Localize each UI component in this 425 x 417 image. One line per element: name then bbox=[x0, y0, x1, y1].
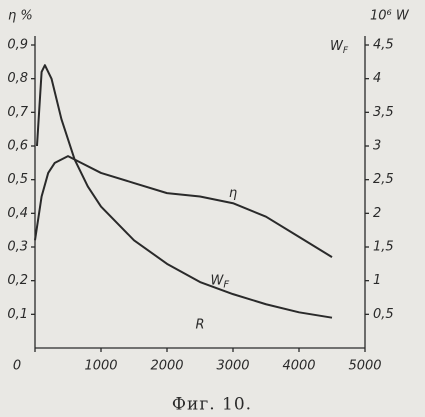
y2-tick-label: 4,5 bbox=[373, 38, 394, 53]
curve bbox=[35, 64, 333, 319]
y-tick-label: 0,2 bbox=[7, 273, 28, 288]
curve-label: R bbox=[195, 317, 204, 332]
curve-label: WF bbox=[210, 273, 229, 291]
y-tick-label: 0,3 bbox=[7, 240, 28, 255]
y-tick-label: 0,6 bbox=[7, 139, 28, 154]
x-tick-label: 4000 bbox=[282, 359, 315, 374]
x-tick-label: 0 bbox=[13, 359, 21, 374]
curve bbox=[34, 155, 333, 258]
curve-label: η bbox=[229, 186, 237, 201]
y-tick-label: 0,7 bbox=[7, 105, 28, 120]
y2-tick-label: 1 bbox=[373, 273, 381, 288]
label-main: η bbox=[229, 186, 237, 201]
x-tick-label: 2000 bbox=[150, 359, 183, 374]
y2-tick-label: 0,5 bbox=[373, 307, 394, 322]
label-main: W bbox=[330, 39, 344, 54]
label-main: W bbox=[210, 273, 224, 288]
y2-tick-label: 1,5 bbox=[373, 240, 394, 255]
y2-tick-label: 4 bbox=[373, 71, 381, 86]
label-main: R bbox=[195, 317, 204, 332]
y2-axis-title: 10⁶ W bbox=[370, 9, 410, 24]
label-sub: F bbox=[223, 280, 229, 291]
caption: Фиг. 10. bbox=[172, 395, 252, 415]
y2-tick-label: 3,5 bbox=[373, 105, 394, 120]
y-tick-label: 0,4 bbox=[7, 206, 28, 221]
y2-tick-label: 2 bbox=[373, 206, 381, 221]
x-tick-label: 5000 bbox=[348, 359, 381, 374]
y2-series-label: WF bbox=[330, 39, 349, 56]
label-sub: F bbox=[343, 46, 349, 56]
y-axis-title: η % bbox=[8, 9, 33, 24]
y-tick-label: 0,8 bbox=[7, 71, 28, 86]
y-tick-label: 0,5 bbox=[7, 172, 28, 187]
y-tick-label: 0,1 bbox=[7, 307, 28, 322]
y2-tick-label: 3 bbox=[373, 139, 381, 154]
x-tick-label: 1000 bbox=[84, 359, 117, 374]
y2-tick-label: 2,5 bbox=[373, 172, 394, 187]
y-tick-label: 0,9 bbox=[7, 38, 28, 53]
x-tick-label: 3000 bbox=[216, 359, 249, 374]
